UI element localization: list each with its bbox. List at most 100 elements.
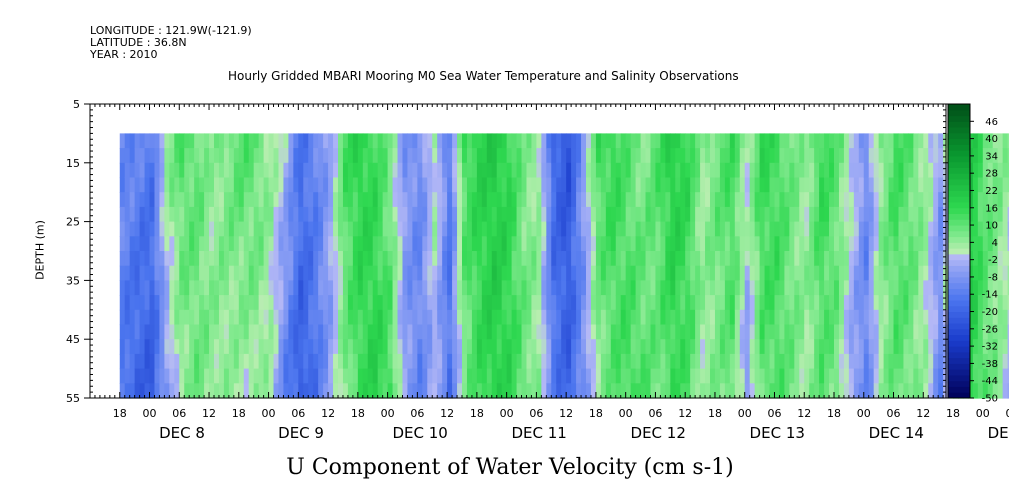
heatmap-cell [223,206,230,223]
heatmap-cell [491,251,498,267]
heatmap-cell [432,295,438,311]
heatmap-cell [848,339,855,355]
heatmap-cell [432,368,438,384]
heatmap-cell [759,368,766,384]
heatmap-cell [189,309,195,326]
heatmap-cell [119,221,126,237]
heatmap-cell [179,177,185,193]
heatmap-cell [362,148,369,164]
heatmap-cell [829,265,835,281]
heatmap-cell [328,206,334,223]
heatmap-cell [695,295,701,311]
heatmap-cell [680,309,686,326]
heatmap-cell [908,309,914,326]
heatmap-cell [838,295,845,311]
heatmap-cell [834,251,840,267]
heatmap-cell [333,133,339,149]
heatmap-cell [908,206,914,223]
heatmap-cell [471,265,478,281]
heatmap-cell [541,368,547,384]
heatmap-cell [357,368,364,384]
heatmap-cell [834,162,840,179]
heatmap-cell [481,353,488,370]
heatmap-cell [417,133,423,149]
x-tick-label: 18 [470,407,484,420]
heatmap-cell [124,353,131,370]
heatmap-cell [447,295,453,311]
heatmap-cell [759,236,766,252]
heatmap-cell [238,221,245,237]
heatmap-cell [675,162,681,179]
heatmap-cell [838,177,845,193]
heatmap-cell [997,236,1004,252]
heatmap-cell [690,148,696,164]
heatmap-cell [452,177,458,193]
heatmap-cell [620,280,627,296]
heatmap-cell [739,265,746,281]
heatmap-cell [214,148,220,164]
heatmap-cell [258,368,265,384]
heatmap-cell [561,295,567,311]
heatmap-cell [372,236,379,252]
x-axis-label: U Component of Water Velocity (cm s-1) [286,455,734,480]
heatmap-cell [918,353,924,370]
heatmap-cell [283,280,289,296]
heatmap-cell [997,368,1004,384]
heatmap-cell [893,236,900,252]
heatmap-cell [759,192,766,208]
heatmap-cell [972,133,979,149]
heatmap-cell [779,265,785,281]
heatmap-cell [610,162,617,179]
heatmap-cell [258,251,265,267]
heatmap-cell [526,148,533,164]
heatmap-cell [174,309,180,326]
heatmap-cell [873,309,880,326]
heatmap-cell [506,339,513,355]
heatmap-cell [809,383,815,399]
heatmap-cell [214,309,220,326]
heatmap-cell [908,265,914,281]
heatmap-cell [590,265,597,281]
heatmap-cell [531,148,537,164]
heatmap-cell [789,383,795,399]
heatmap-cell [873,236,880,252]
heatmap-cell [997,162,1004,179]
heatmap-cell [174,324,180,340]
heatmap-cell [620,177,627,193]
colorbar-band [948,104,970,111]
heatmap-cell [878,265,885,281]
heatmap-cell [581,148,587,164]
heatmap-cell [829,236,835,252]
heatmap-cell [342,162,349,179]
heatmap-cell [432,162,438,179]
heatmap-cell [744,353,751,370]
heatmap-cell [511,206,518,223]
heatmap-cell [288,353,294,370]
heatmap-cell [595,133,602,149]
heatmap-cell [214,133,220,149]
heatmap-cell [347,324,354,340]
heatmap-cell [119,383,126,399]
heatmap-cell [595,221,602,237]
heatmap-cell [318,148,324,164]
heatmap-cell [739,353,746,370]
heatmap-cell [491,353,498,370]
heatmap-cell [759,295,766,311]
heatmap-cell [700,133,706,149]
heatmap-cell [422,192,428,208]
heatmap-cell [576,236,582,252]
heatmap-cell [566,162,572,179]
heatmap-cell [169,251,175,267]
heatmap-cell [690,221,696,237]
heatmap-cell [551,221,557,237]
heatmap-cell [407,324,413,340]
heatmap-cell [675,236,681,252]
heatmap-cell [357,133,364,149]
heatmap-cell [174,148,180,164]
heatmap-cell [605,339,612,355]
heatmap-cell [154,383,161,399]
heatmap-cell [744,251,751,267]
heatmap-cell [660,177,666,193]
heatmap-cell [809,162,815,179]
heatmap-cell [298,265,304,281]
